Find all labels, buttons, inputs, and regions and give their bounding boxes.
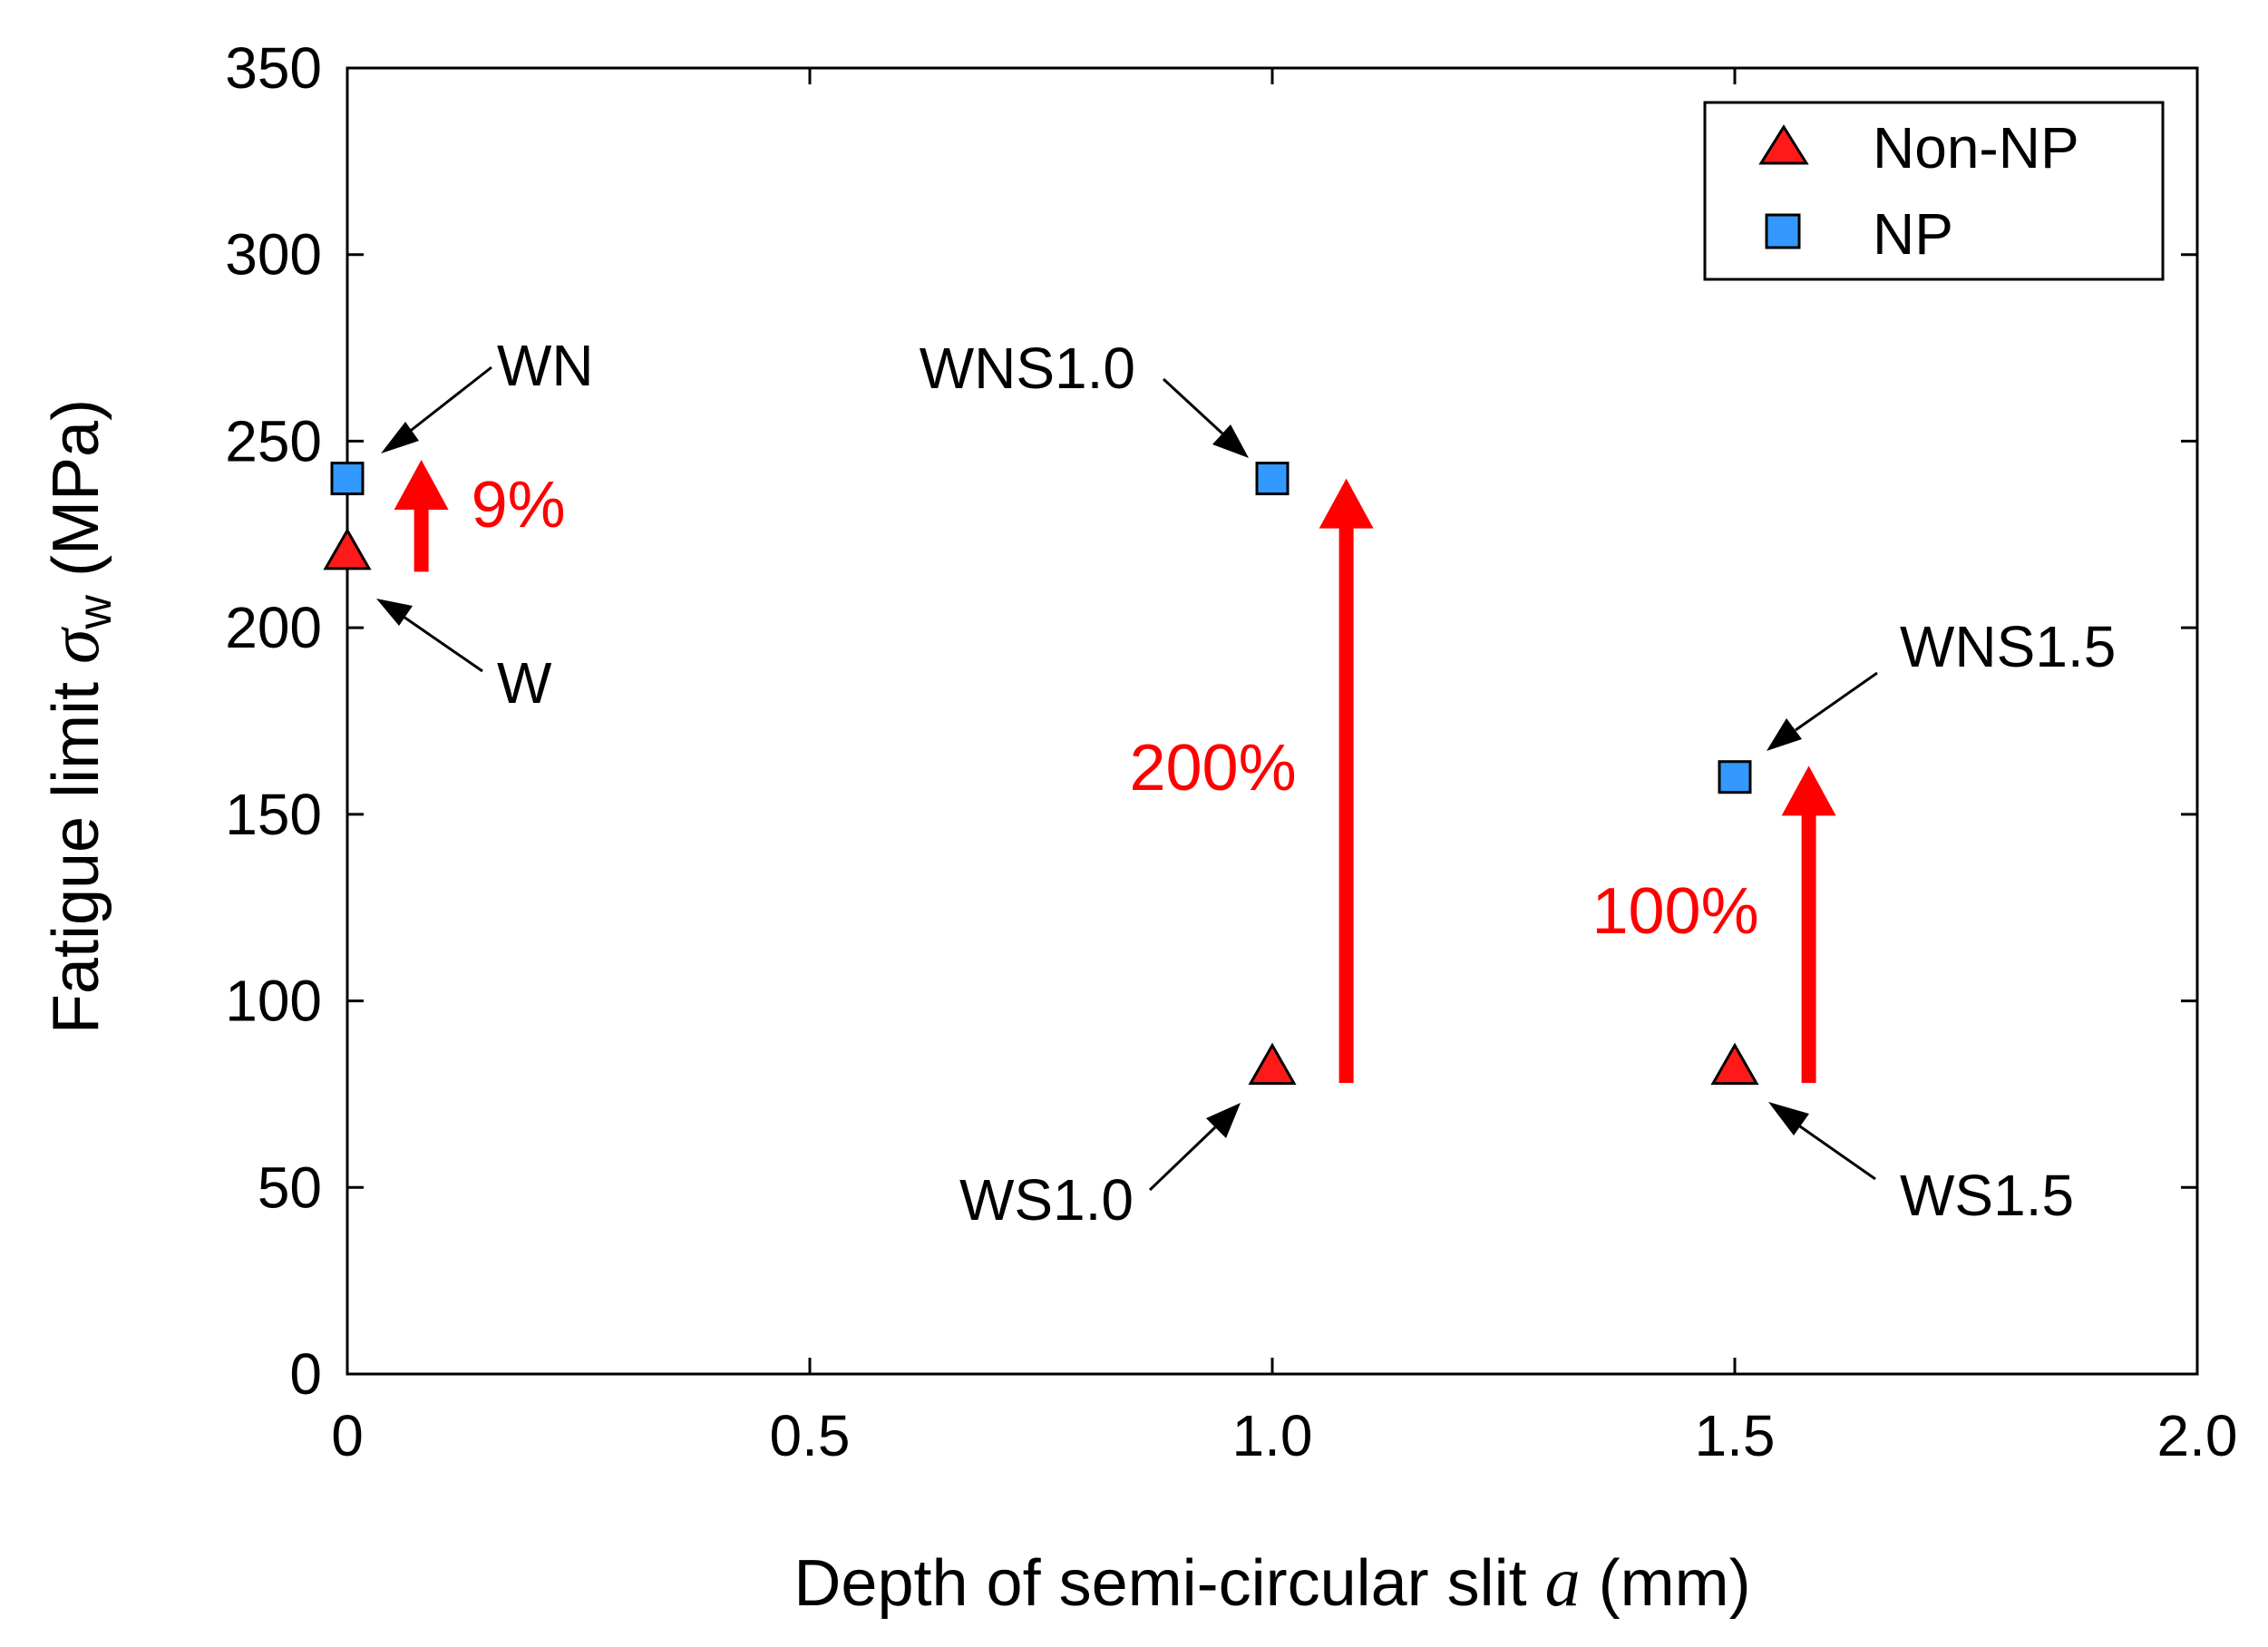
- x-tick-label: 1.0: [1232, 1403, 1313, 1468]
- marker-np: [330, 462, 365, 496]
- y-tick-label: 100: [225, 969, 322, 1034]
- annotation-arrow-ws10: [1148, 1126, 1217, 1192]
- y-tick-label: 50: [258, 1155, 322, 1220]
- x-axis: 0 0.5 1.0 1.5 2.0: [331, 68, 2237, 1468]
- annotation-arrowhead-ws10: [1206, 1103, 1241, 1138]
- x-tick-label: 0: [331, 1403, 364, 1468]
- y-axis: 0 50 100 150 200 250 300 350: [225, 35, 2197, 1407]
- marker-non-np: [1248, 1042, 1297, 1086]
- y-tick-label: 0: [289, 1341, 322, 1407]
- improvement-arrows: 9% 200% 100%: [394, 460, 1836, 1084]
- annotation-arrow-wns15: [1795, 671, 1878, 732]
- improvement-label: 9%: [472, 469, 566, 541]
- annotation-arrow-ws15: [1799, 1125, 1876, 1181]
- x-tick-label: 0.5: [770, 1403, 851, 1468]
- x-tick-label: 1.5: [1695, 1403, 1776, 1468]
- y-tick-label: 250: [225, 408, 322, 473]
- annotation-arrow-wns10: [1162, 377, 1224, 435]
- improvement-arrow-shaft: [414, 508, 429, 572]
- marker-non-np: [1710, 1042, 1759, 1086]
- annotation-arrow-w: [403, 615, 483, 673]
- annotation-label-wn: WN: [497, 333, 594, 398]
- improvement-arrow-shaft: [1338, 526, 1354, 1084]
- legend-label-non-np: Non-NP: [1873, 115, 2079, 180]
- annotation-arrowhead-w: [376, 599, 413, 626]
- improvement-arrow-head: [1319, 478, 1374, 529]
- legend-square-icon: [1765, 213, 1801, 249]
- legend-label-np: NP: [1873, 201, 1953, 267]
- improvement-label: 200%: [1129, 732, 1296, 804]
- annotation-label-wns10: WNS1.0: [920, 336, 1135, 401]
- annotation-arrowhead-wns15: [1767, 718, 1802, 751]
- annotation-arrowhead-ws15: [1768, 1102, 1809, 1135]
- x-tick-label: 2.0: [2157, 1403, 2238, 1468]
- y-axis-title: Fatigue limit σw (MPa): [34, 399, 122, 1034]
- y-tick-label: 350: [225, 35, 322, 101]
- improvement-arrow-shaft: [1801, 814, 1816, 1084]
- annotation-arrowhead-wns10: [1212, 424, 1249, 458]
- y-tick-label: 200: [225, 595, 322, 660]
- annotation-label-w: W: [497, 650, 552, 716]
- x-axis-title: Depth of semi-circular slit a (mm): [793, 1542, 1750, 1621]
- marker-non-np: [323, 527, 372, 570]
- annotation-arrowhead-wn: [381, 422, 419, 453]
- legend-triangle-icon: [1758, 124, 1809, 165]
- annotation-arrow-wn: [407, 365, 492, 434]
- marker-np: [1255, 462, 1290, 496]
- improvement-arrow-head: [394, 460, 449, 510]
- annotation-label-ws15: WS1.5: [1900, 1163, 2074, 1228]
- marker-np: [1718, 760, 1752, 794]
- y-tick-label: 300: [225, 222, 322, 287]
- improvement-label: 100%: [1591, 875, 1758, 948]
- improvement-arrow-head: [1781, 765, 1836, 816]
- y-tick-label: 150: [225, 782, 322, 847]
- data-markers: [323, 462, 1759, 1086]
- annotation-label-wns15: WNS1.5: [1900, 614, 2116, 679]
- point-annotations: WN W WNS1.0 WS1.0 WNS1.5 WS1.5: [376, 333, 2116, 1233]
- legend: Non-NP NP: [1703, 101, 2165, 281]
- annotation-label-ws10: WS1.0: [959, 1167, 1134, 1233]
